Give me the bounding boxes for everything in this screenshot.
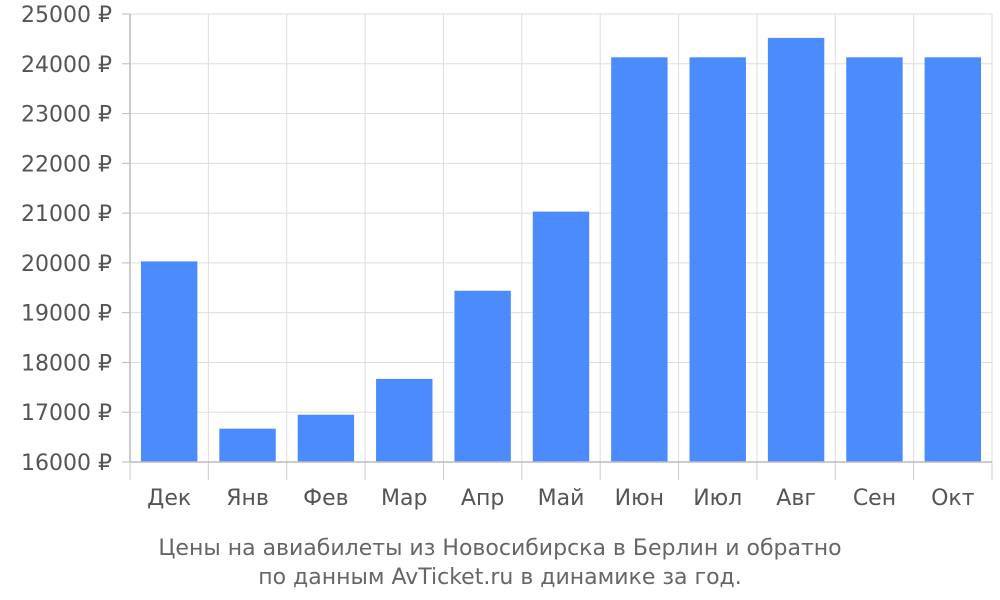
bars — [140, 37, 982, 462]
y-tick-label: 18000 ₽ — [21, 351, 112, 376]
y-tick-label: 24000 ₽ — [21, 53, 112, 78]
bar-4 — [376, 378, 433, 462]
x-tick-label: Май — [538, 486, 585, 511]
x-tick-label: Сен — [853, 486, 896, 511]
x-tick-label: Фев — [303, 486, 348, 511]
y-tick-label: 25000 ₽ — [21, 3, 112, 28]
bar-3 — [297, 414, 355, 462]
axes — [122, 13, 993, 480]
x-tick-label: Окт — [931, 486, 975, 511]
bar-1 — [140, 261, 198, 462]
bar-9 — [767, 37, 825, 462]
y-tick-label: 20000 ₽ — [21, 252, 112, 277]
x-tick-label: Мар — [381, 486, 427, 511]
x-tick-label: Апр — [461, 486, 504, 511]
bar-7 — [611, 57, 668, 462]
y-tick-label: 17000 ₽ — [21, 401, 112, 426]
y-tick-label: 16000 ₽ — [21, 451, 112, 476]
x-tick-label: Янв — [226, 486, 269, 511]
y-tick-label: 19000 ₽ — [21, 302, 112, 327]
x-tick-label: Июл — [693, 486, 742, 511]
caption-line-2: по данным AvTicket.ru в динамике за год. — [258, 565, 742, 590]
bar-6 — [532, 211, 590, 462]
y-tick-label: 22000 ₽ — [21, 152, 112, 177]
bar-5 — [454, 290, 511, 462]
x-tick-label: Июн — [615, 486, 664, 511]
x-tick-label: Дек — [147, 486, 191, 511]
y-tick-label: 23000 ₽ — [21, 103, 112, 128]
x-tick-labels: Дек Янв Фев Мар Апр Май Июн Июл Авг Сен Окт — [147, 486, 975, 511]
bar-8 — [689, 57, 746, 462]
y-tick-labels: 16000 ₽ 17000 ₽ 18000 ₽ 19000 ₽ 20000 ₽ 21000… — [21, 3, 112, 476]
bar-2 — [219, 428, 276, 462]
bar-10 — [846, 57, 903, 462]
x-tick-label: Авг — [776, 486, 816, 511]
y-tick-label: 21000 ₽ — [21, 202, 112, 227]
caption-line-1: Цены на авиабилеты из Новосибирска в Бер… — [158, 536, 841, 561]
bar-11 — [924, 57, 982, 462]
